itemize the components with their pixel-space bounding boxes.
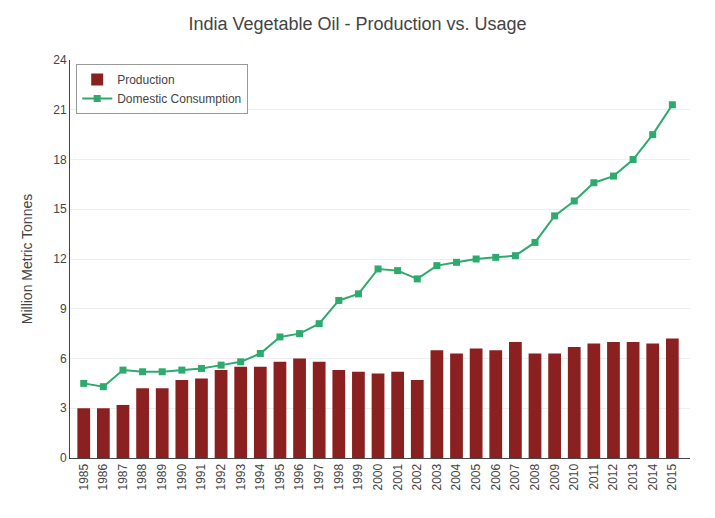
svg-text:1986: 1986	[96, 463, 110, 490]
svg-text:1992: 1992	[214, 463, 228, 490]
svg-text:0: 0	[60, 451, 67, 465]
svg-text:1996: 1996	[292, 463, 306, 490]
svg-text:2015: 2015	[665, 463, 679, 490]
svg-text:2000: 2000	[371, 463, 385, 490]
svg-text:2008: 2008	[528, 463, 542, 490]
svg-text:2001: 2001	[391, 463, 405, 490]
svg-text:2012: 2012	[606, 463, 620, 490]
svg-text:1985: 1985	[77, 463, 91, 490]
svg-text:1995: 1995	[273, 463, 287, 490]
svg-text:Domestic Consumption: Domestic Consumption	[117, 92, 241, 106]
svg-text:15: 15	[53, 202, 67, 216]
svg-text:1991: 1991	[194, 463, 208, 490]
svg-text:18: 18	[53, 153, 67, 167]
svg-text:1990: 1990	[175, 463, 189, 490]
svg-text:2007: 2007	[508, 463, 522, 490]
svg-text:2010: 2010	[567, 463, 581, 490]
svg-text:2014: 2014	[646, 463, 660, 490]
svg-text:12: 12	[53, 252, 67, 266]
svg-text:2011: 2011	[587, 463, 601, 489]
svg-text:2006: 2006	[489, 463, 503, 490]
svg-text:21: 21	[53, 103, 67, 117]
svg-text:1989: 1989	[155, 463, 169, 490]
svg-text:2004: 2004	[449, 463, 463, 490]
svg-text:2002: 2002	[410, 463, 424, 490]
svg-text:6: 6	[60, 352, 67, 366]
svg-text:2005: 2005	[469, 463, 483, 490]
svg-text:India Vegetable Oil - Producti: India Vegetable Oil - Production vs. Usa…	[188, 14, 526, 34]
svg-text:3: 3	[60, 401, 67, 415]
svg-text:1999: 1999	[351, 463, 365, 490]
svg-text:1993: 1993	[234, 463, 248, 490]
svg-text:24: 24	[53, 53, 67, 67]
svg-text:9: 9	[60, 302, 67, 316]
svg-text:1998: 1998	[332, 463, 346, 490]
svg-text:2003: 2003	[430, 463, 444, 490]
svg-text:2013: 2013	[626, 463, 640, 490]
svg-text:1987: 1987	[116, 463, 130, 490]
svg-text:2009: 2009	[548, 463, 562, 490]
svg-text:1994: 1994	[253, 463, 267, 490]
svg-text:1988: 1988	[135, 463, 149, 490]
svg-text:1997: 1997	[312, 463, 326, 490]
svg-text:Million Metric Tonnes: Million Metric Tonnes	[19, 194, 35, 324]
svg-text:Production: Production	[117, 73, 174, 87]
